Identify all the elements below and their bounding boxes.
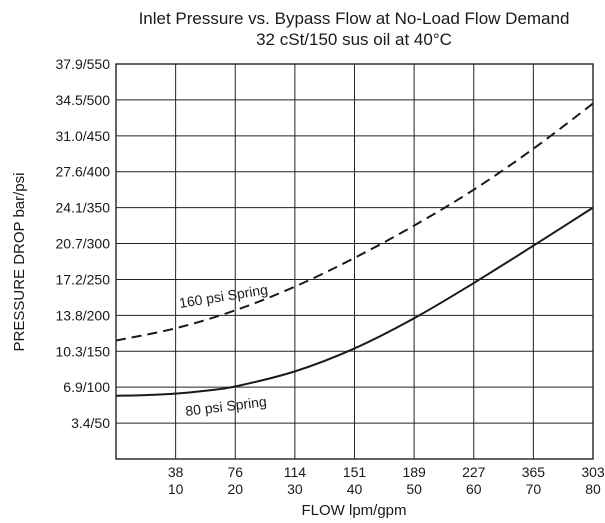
series-line-160psi: [115, 102, 594, 342]
y-tick-labels: 3.4/50 6.9/100 10.3/150 13.8/200 17.2/250 20.…: [56, 56, 111, 431]
x-tick-label-gpm: 30: [287, 481, 303, 497]
y-tick-label: 3.4/50: [71, 415, 110, 431]
y-tick-label: 24.1/350: [56, 200, 111, 216]
plot-frame: [115, 63, 594, 460]
x-tick-label-lpm: 151: [343, 464, 367, 480]
y-tick-label: 34.5/500: [56, 92, 111, 108]
y-tick-label: 17.2/250: [56, 271, 111, 287]
y-tick-label: 37.9/550: [56, 56, 111, 72]
x-tick-label-lpm: 189: [402, 464, 426, 480]
x-tick-label-gpm: 50: [406, 481, 422, 497]
x-tick-label-gpm: 20: [227, 481, 243, 497]
y-tick-label: 20.7/300: [56, 236, 111, 252]
x-tick-label-gpm: 70: [526, 481, 542, 497]
series-label-80psi: 80 psi Spring: [184, 393, 267, 419]
x-tick-label-gpm: 10: [168, 481, 184, 497]
curves: [115, 102, 594, 397]
x-axis-label: FLOW lpm/gpm: [301, 502, 406, 519]
x-tick-label-lpm: 303: [581, 464, 605, 480]
y-tick-label: 31.0/450: [56, 128, 111, 144]
y-axis-label: PRESSURE DROP bar/psi: [11, 173, 28, 352]
series-label-160psi: 160 psi Spring: [178, 281, 269, 311]
y-tick-label: 6.9/100: [63, 379, 110, 395]
x-tick-label-lpm: 76: [227, 464, 243, 480]
x-tick-label-lpm: 114: [284, 464, 307, 480]
y-tick-label: 13.8/200: [56, 307, 111, 323]
grid: [116, 63, 594, 459]
chart-subtitle: 32 cSt/150 sus oil at 40°C: [256, 30, 452, 49]
x-tick-label-gpm: 80: [585, 481, 601, 497]
chart-title: Inlet Pressure vs. Bypass Flow at No-Loa…: [139, 9, 570, 28]
series-line-80psi: [115, 206, 594, 397]
x-tick-label-lpm: 227: [462, 464, 486, 480]
x-tick-label-gpm: 60: [466, 481, 482, 497]
y-tick-label: 10.3/150: [56, 343, 111, 359]
x-tick-label-lpm: 365: [522, 464, 546, 480]
y-tick-label: 27.6/400: [56, 164, 111, 180]
x-tick-label-lpm: 38: [168, 464, 184, 480]
x-tick-label-gpm: 40: [347, 481, 363, 497]
